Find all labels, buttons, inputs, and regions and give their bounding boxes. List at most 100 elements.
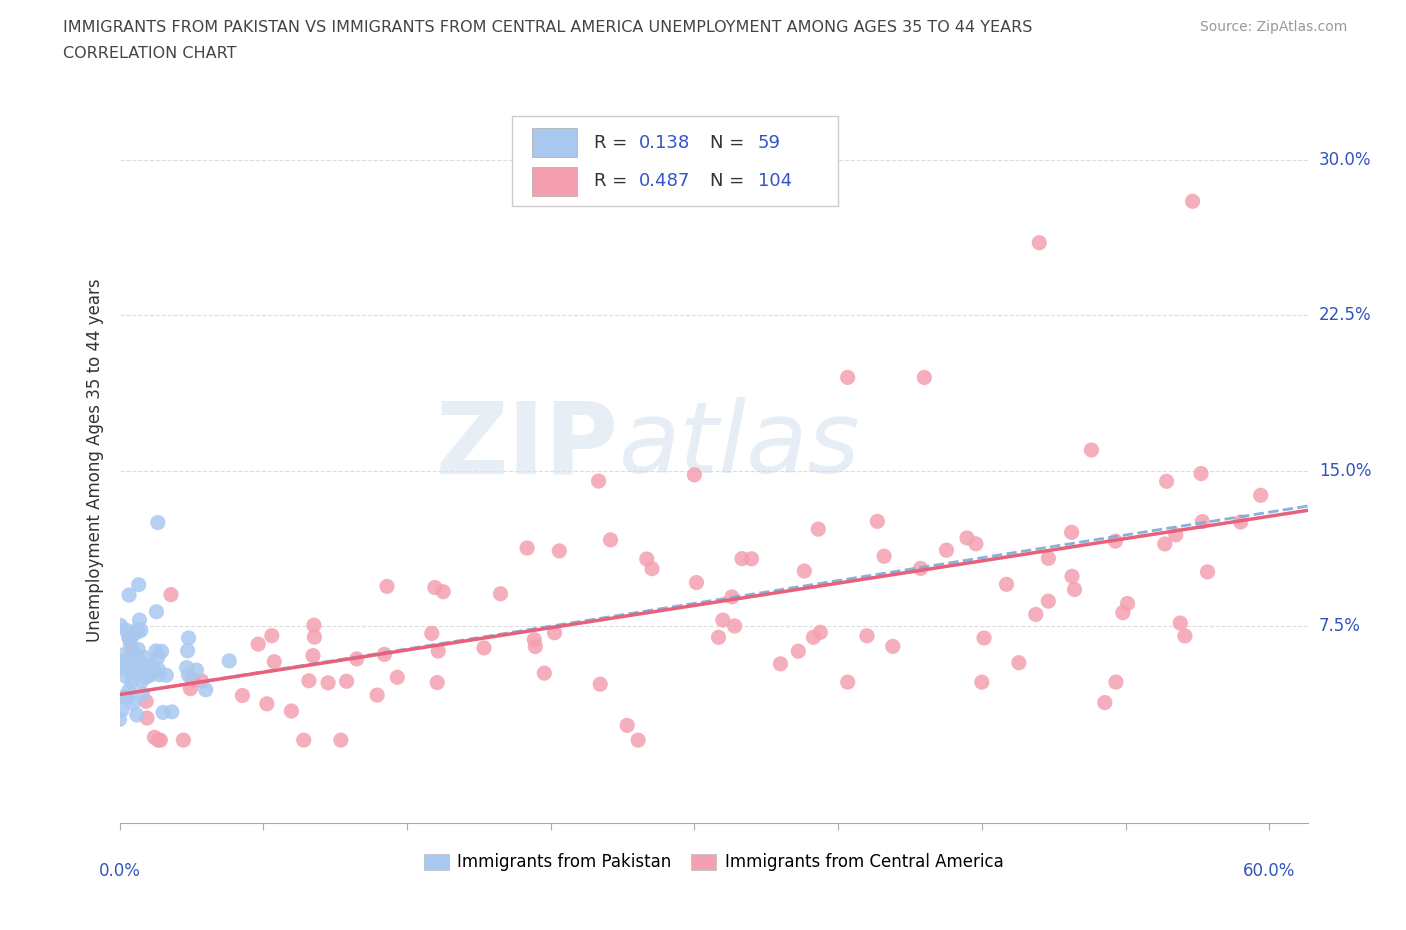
Point (115, 623, 138, 638)
Point (125, 708, 148, 723)
Point (125, 665, 148, 680)
Text: CORRELATION CHART: CORRELATION CHART (63, 46, 236, 61)
Point (121, 643, 143, 658)
Point (741, 551, 763, 566)
Point (336, 674, 359, 689)
Point (177, 631, 200, 645)
Point (723, 618, 745, 633)
Point (373, 647, 395, 662)
Point (423, 580, 446, 595)
Point (298, 673, 321, 688)
Point (111, 655, 134, 670)
Point (1189, 466, 1212, 481)
Point (807, 522, 830, 537)
Point (260, 629, 283, 644)
Point (176, 644, 198, 658)
Text: 59: 59 (758, 134, 780, 152)
Point (141, 663, 163, 678)
Text: IMMIGRANTS FROM PAKISTAN VS IMMIGRANTS FROM CENTRAL AMERICA UNEMPLOYMENT AMONG A: IMMIGRANTS FROM PAKISTAN VS IMMIGRANTS F… (63, 20, 1032, 35)
Point (489, 586, 512, 601)
Point (1025, 607, 1047, 622)
Point (160, 587, 183, 602)
Text: 30.0%: 30.0% (1319, 151, 1371, 169)
Text: R =: R = (593, 172, 633, 190)
Point (128, 666, 150, 681)
Point (1060, 525, 1083, 539)
Point (124, 646, 146, 661)
Text: atlas: atlas (619, 397, 860, 495)
Point (1028, 235, 1050, 250)
Point (472, 641, 495, 656)
Text: 104: 104 (758, 172, 792, 190)
FancyBboxPatch shape (531, 128, 576, 157)
Point (127, 642, 149, 657)
Point (1197, 565, 1219, 579)
Point (685, 575, 707, 590)
Point (108, 660, 131, 675)
Point (769, 657, 792, 671)
Y-axis label: Unemployment Among Ages 35 to 44 years: Unemployment Among Ages 35 to 44 years (86, 279, 104, 642)
Legend: Immigrants from Pakistan, Immigrants from Central America: Immigrants from Pakistan, Immigrants fro… (419, 848, 1008, 876)
Point (136, 660, 159, 675)
Text: N =: N = (710, 172, 749, 190)
Point (120, 638, 142, 653)
Point (186, 663, 208, 678)
Point (1063, 582, 1085, 597)
Point (1229, 514, 1251, 529)
Point (1191, 514, 1213, 529)
FancyBboxPatch shape (512, 116, 838, 206)
Point (115, 670, 138, 684)
Point (1060, 569, 1083, 584)
Point (1105, 674, 1128, 689)
Point (108, 712, 131, 727)
Point (1156, 474, 1178, 489)
Point (127, 622, 149, 637)
Point (1250, 488, 1272, 503)
Point (956, 530, 979, 545)
Text: 22.5%: 22.5% (1319, 306, 1371, 325)
Point (122, 696, 145, 711)
Point (427, 644, 450, 658)
Point (149, 733, 172, 748)
Point (122, 652, 145, 667)
Point (636, 551, 658, 566)
Point (1168, 616, 1191, 631)
Point (731, 551, 754, 566)
Point (118, 662, 141, 677)
Point (179, 681, 201, 696)
Point (1116, 596, 1139, 611)
Point (118, 629, 141, 644)
Point (148, 662, 170, 677)
Point (129, 623, 152, 638)
Point (121, 628, 143, 643)
Point (194, 683, 217, 698)
Point (387, 670, 409, 684)
Point (803, 630, 825, 644)
Point (973, 631, 995, 645)
Point (1181, 193, 1204, 208)
Point (524, 639, 547, 654)
Point (150, 644, 173, 658)
Point (132, 650, 155, 665)
Point (148, 667, 170, 682)
Point (135, 694, 157, 709)
Point (912, 370, 935, 385)
Point (711, 613, 734, 628)
Point (247, 637, 270, 652)
Point (145, 644, 167, 658)
Point (155, 668, 177, 683)
Point (302, 618, 325, 632)
Point (543, 625, 565, 640)
Point (432, 584, 454, 599)
Text: 0.0%: 0.0% (98, 862, 141, 880)
Point (837, 370, 859, 385)
Point (599, 533, 621, 548)
Point (146, 515, 169, 530)
Point (420, 626, 443, 641)
Point (793, 564, 815, 578)
Point (128, 654, 150, 669)
Point (910, 561, 932, 576)
Point (181, 672, 204, 687)
Point (1104, 534, 1126, 549)
Text: 0.487: 0.487 (638, 172, 690, 190)
